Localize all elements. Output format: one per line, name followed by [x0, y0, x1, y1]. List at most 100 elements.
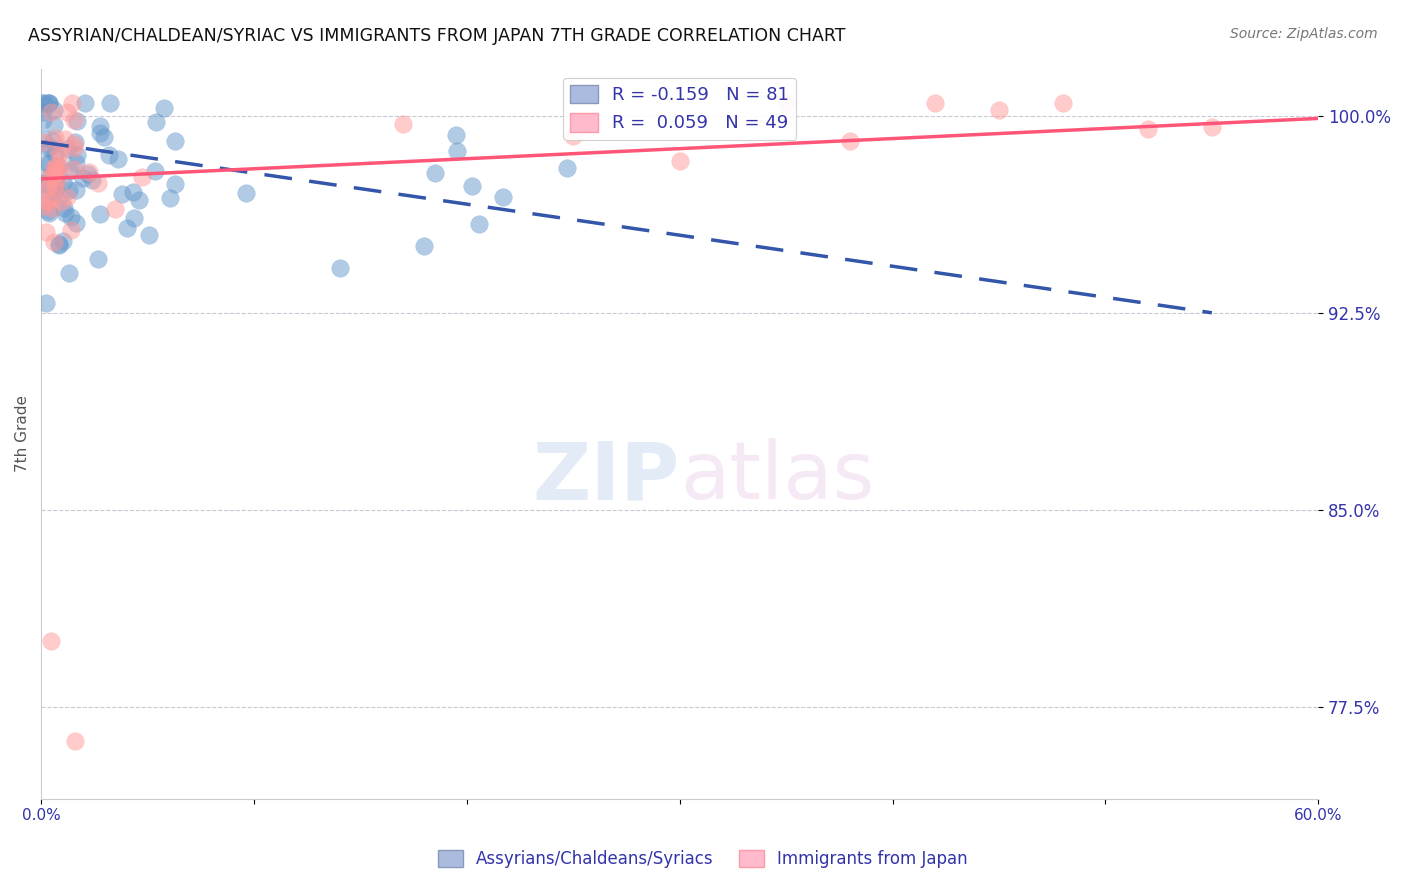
Point — [42, 118, 65, 132]
Point — [468, 217, 491, 231]
Point — [42, 161, 65, 175]
Point — [39, 194, 62, 209]
Point — [32, 105, 55, 120]
Point — [1136, 122, 1159, 136]
Point — [52, 234, 75, 248]
Point — [66, 148, 89, 162]
Point — [44, 162, 66, 177]
Legend: Assyrians/Chaldeans/Syriacs, Immigrants from Japan: Assyrians/Chaldeans/Syriacs, Immigrants … — [432, 843, 974, 875]
Point — [89, 126, 111, 140]
Point — [44, 178, 66, 193]
Point — [38, 95, 60, 110]
Point — [668, 153, 690, 168]
Point — [138, 228, 160, 243]
Text: Source: ZipAtlas.com: Source: ZipAtlas.com — [1230, 27, 1378, 41]
Point — [37, 178, 59, 192]
Point — [392, 117, 415, 131]
Point — [44, 147, 66, 161]
Point — [32, 112, 55, 127]
Point — [37, 182, 59, 196]
Point — [37, 95, 59, 110]
Point — [53, 201, 76, 215]
Point — [1052, 95, 1074, 110]
Point — [58, 267, 80, 281]
Point — [32, 131, 55, 145]
Point — [66, 114, 89, 128]
Point — [131, 170, 153, 185]
Point — [423, 166, 446, 180]
Point — [41, 201, 63, 215]
Text: ZIP: ZIP — [533, 439, 679, 516]
Point — [58, 183, 80, 197]
Point — [89, 207, 111, 221]
Point — [52, 175, 75, 189]
Point — [41, 134, 63, 148]
Point — [924, 95, 946, 110]
Point — [235, 186, 257, 200]
Point — [153, 101, 176, 115]
Point — [37, 140, 59, 154]
Point — [128, 194, 150, 208]
Point — [63, 161, 86, 176]
Point — [59, 223, 82, 237]
Point — [79, 165, 101, 179]
Point — [65, 156, 87, 170]
Point — [1201, 120, 1223, 134]
Point — [49, 159, 72, 173]
Point — [145, 115, 167, 129]
Point — [65, 216, 87, 230]
Point — [329, 260, 352, 275]
Point — [165, 134, 187, 148]
Point — [39, 634, 62, 648]
Point — [38, 95, 60, 110]
Point — [56, 105, 79, 120]
Point — [44, 171, 66, 186]
Point — [93, 130, 115, 145]
Point — [59, 163, 82, 178]
Point — [55, 190, 77, 204]
Point — [44, 131, 66, 145]
Point — [44, 186, 66, 201]
Text: atlas: atlas — [679, 439, 875, 516]
Point — [87, 252, 110, 267]
Point — [63, 113, 86, 128]
Point — [65, 183, 87, 197]
Point — [60, 95, 83, 110]
Point — [122, 185, 145, 199]
Point — [62, 137, 84, 152]
Point — [446, 144, 468, 158]
Point — [110, 187, 132, 202]
Point — [107, 152, 129, 166]
Point — [51, 194, 73, 208]
Point — [34, 191, 56, 205]
Point — [35, 156, 58, 170]
Point — [77, 167, 100, 181]
Point — [72, 171, 94, 186]
Point — [562, 129, 585, 144]
Point — [48, 238, 70, 252]
Point — [163, 177, 186, 191]
Point — [775, 95, 797, 110]
Point — [839, 134, 862, 148]
Point — [44, 103, 66, 118]
Point — [63, 141, 86, 155]
Point — [45, 160, 67, 174]
Point — [988, 103, 1011, 117]
Point — [46, 170, 69, 185]
Point — [159, 191, 181, 205]
Point — [97, 148, 120, 162]
Legend: R = -0.159   N = 81, R =  0.059   N = 49: R = -0.159 N = 81, R = 0.059 N = 49 — [564, 78, 796, 140]
Text: ASSYRIAN/CHALDEAN/SYRIAC VS IMMIGRANTS FROM JAPAN 7TH GRADE CORRELATION CHART: ASSYRIAN/CHALDEAN/SYRIAC VS IMMIGRANTS F… — [28, 27, 845, 45]
Point — [35, 194, 58, 209]
Point — [32, 199, 55, 213]
Point — [492, 190, 515, 204]
Point — [34, 176, 56, 190]
Point — [46, 159, 69, 173]
Point — [555, 161, 578, 176]
Point — [38, 205, 60, 219]
Point — [35, 225, 58, 239]
Point — [32, 135, 55, 149]
Point — [124, 211, 146, 225]
Point — [48, 144, 70, 158]
Point — [45, 172, 67, 186]
